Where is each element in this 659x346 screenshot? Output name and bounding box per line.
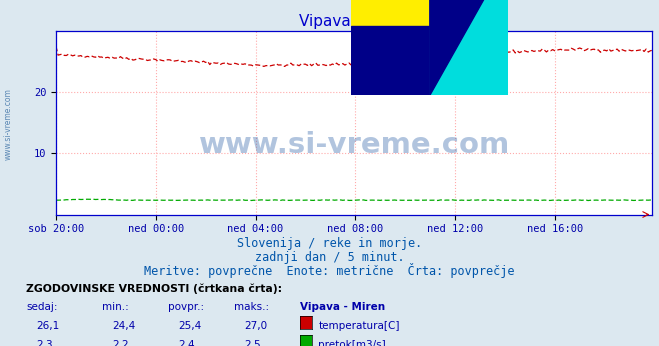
Bar — [430, 0, 509, 26]
Text: Slovenija / reke in morje.: Slovenija / reke in morje. — [237, 237, 422, 251]
Text: 24,4: 24,4 — [112, 321, 135, 331]
Title: Vipava - Miren: Vipava - Miren — [299, 13, 409, 29]
Text: 27,0: 27,0 — [244, 321, 267, 331]
Text: min.:: min.: — [102, 302, 129, 312]
Polygon shape — [430, 0, 509, 95]
Text: www.si-vreme.com: www.si-vreme.com — [3, 89, 13, 161]
Text: 25,4: 25,4 — [178, 321, 201, 331]
Text: sedaj:: sedaj: — [26, 302, 58, 312]
Text: 2,3: 2,3 — [36, 340, 53, 346]
Text: Vipava - Miren: Vipava - Miren — [300, 302, 385, 312]
Bar — [351, 26, 430, 95]
Text: maks.:: maks.: — [234, 302, 269, 312]
Text: temperatura[C]: temperatura[C] — [318, 321, 400, 331]
Text: povpr.:: povpr.: — [168, 302, 204, 312]
Polygon shape — [430, 0, 509, 95]
Text: 2,2: 2,2 — [112, 340, 129, 346]
Text: 26,1: 26,1 — [36, 321, 59, 331]
Text: 2,5: 2,5 — [244, 340, 260, 346]
Bar — [430, 26, 509, 95]
Text: www.si-vreme.com: www.si-vreme.com — [198, 131, 510, 159]
Text: Meritve: povprečne  Enote: metrične  Črta: povprečje: Meritve: povprečne Enote: metrične Črta:… — [144, 263, 515, 278]
Text: pretok[m3/s]: pretok[m3/s] — [318, 340, 386, 346]
Bar — [351, 0, 430, 26]
Text: ZGODOVINSKE VREDNOSTI (črtkana črta):: ZGODOVINSKE VREDNOSTI (črtkana črta): — [26, 284, 283, 294]
Text: zadnji dan / 5 minut.: zadnji dan / 5 minut. — [254, 251, 405, 264]
Text: 2,4: 2,4 — [178, 340, 194, 346]
